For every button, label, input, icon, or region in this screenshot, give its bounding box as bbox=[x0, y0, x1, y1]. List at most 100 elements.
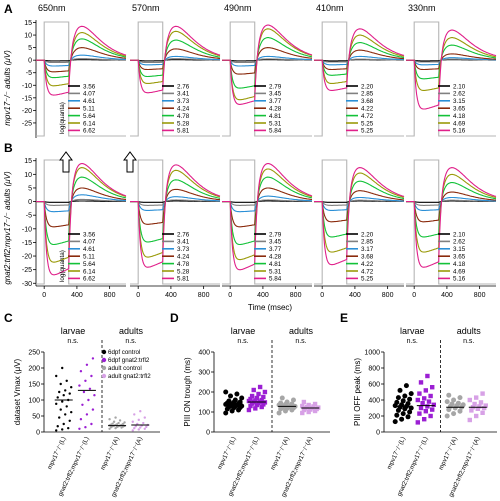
trace-line bbox=[406, 37, 497, 91]
y-tick-label: 400 bbox=[198, 350, 210, 357]
data-point bbox=[142, 421, 145, 425]
legend-marker bbox=[101, 365, 107, 371]
legend-label: 4.72 bbox=[361, 268, 374, 275]
trace-line bbox=[314, 58, 404, 63]
data-point bbox=[449, 401, 455, 407]
y-tick-label: 5 bbox=[28, 185, 32, 192]
data-point bbox=[428, 393, 433, 399]
legend-marker bbox=[101, 349, 107, 355]
data-point bbox=[417, 391, 422, 396]
data-point bbox=[55, 429, 58, 432]
x-tick-label: 400 bbox=[165, 292, 177, 299]
data-point bbox=[56, 425, 59, 428]
data-point bbox=[134, 425, 137, 428]
trace-line bbox=[406, 199, 496, 206]
legend-label: 4.61 bbox=[83, 98, 96, 105]
trace-line bbox=[222, 47, 313, 75]
y-tick-label: 400 bbox=[368, 398, 380, 405]
legend-label: 4.61 bbox=[83, 246, 96, 253]
data-point bbox=[133, 426, 136, 430]
legend-label: adult control bbox=[108, 365, 142, 372]
x-category-label: mpv17⁻/⁻(A) bbox=[269, 436, 290, 471]
legend-label: 5.31 bbox=[269, 120, 282, 127]
trace-line bbox=[130, 39, 221, 78]
data-point bbox=[81, 403, 84, 406]
data-point bbox=[306, 409, 311, 415]
data-point bbox=[431, 402, 437, 407]
trace-line bbox=[36, 200, 126, 203]
data-point bbox=[58, 390, 61, 394]
trace-line bbox=[314, 172, 405, 253]
data-point bbox=[257, 384, 263, 390]
trace-line bbox=[222, 55, 312, 67]
legend-label: 4.81 bbox=[269, 261, 282, 268]
legend-label: 4.18 bbox=[453, 113, 466, 120]
data-point bbox=[131, 420, 134, 423]
trace-line bbox=[406, 182, 497, 238]
stimulus-trace bbox=[314, 159, 404, 285]
legend-label: 3.15 bbox=[453, 98, 466, 105]
y-axis-label: PIII OFF peak (ms) bbox=[353, 358, 362, 426]
y-tick-label: 15 bbox=[24, 20, 32, 27]
data-point bbox=[84, 426, 87, 429]
data-point bbox=[254, 395, 260, 401]
wavelength-label: 490nm bbox=[224, 3, 252, 13]
legend-label: 5.16 bbox=[453, 276, 466, 283]
trace-line bbox=[130, 30, 221, 84]
trace-line bbox=[222, 28, 313, 101]
legend-label: 5.28 bbox=[177, 268, 190, 275]
legend-label: 5.25 bbox=[361, 120, 374, 127]
legend-label: 2.10 bbox=[453, 231, 466, 238]
data-point bbox=[423, 409, 429, 414]
data-point bbox=[415, 397, 421, 403]
legend-label: 2.79 bbox=[269, 231, 282, 238]
y-tick-label: -15 bbox=[22, 240, 32, 247]
data-point bbox=[278, 400, 284, 406]
data-point bbox=[480, 410, 485, 415]
x-tick-label: 0 bbox=[320, 292, 324, 299]
data-point bbox=[137, 418, 140, 422]
data-point bbox=[451, 411, 457, 417]
group-header-adults: adults bbox=[119, 326, 144, 336]
legend-label: 5.25 bbox=[361, 276, 374, 283]
data-point bbox=[108, 418, 111, 421]
trace-line bbox=[36, 163, 127, 276]
x-tick-label: 400 bbox=[441, 292, 453, 299]
legend-label: 4.28 bbox=[269, 254, 282, 261]
row-b-ylabel: gnat2:trfl2;mpv17⁻/⁻ adults (μV) bbox=[3, 171, 12, 285]
y-tick-label: -15 bbox=[22, 95, 32, 102]
y-tick-label: 10 bbox=[24, 33, 32, 40]
y-tick-label: 50 bbox=[32, 414, 40, 421]
data-point bbox=[425, 373, 430, 379]
data-point bbox=[399, 416, 405, 422]
legend-label: 6.14 bbox=[83, 120, 96, 127]
data-point bbox=[451, 397, 457, 403]
stimulus-trace bbox=[314, 21, 404, 137]
data-point bbox=[306, 402, 311, 408]
data-point bbox=[121, 422, 125, 426]
data-point bbox=[290, 397, 296, 403]
legend-label: 3.41 bbox=[177, 91, 190, 98]
y-tick-label: -5 bbox=[26, 213, 32, 220]
trace-line bbox=[222, 58, 312, 64]
data-point bbox=[259, 397, 264, 403]
trace-line bbox=[222, 163, 313, 271]
data-point bbox=[91, 408, 95, 411]
data-point bbox=[78, 427, 81, 430]
data-point bbox=[223, 389, 229, 395]
data-point bbox=[422, 417, 427, 422]
legend-label: 5.28 bbox=[177, 120, 190, 127]
x-tick-label: 400 bbox=[349, 292, 361, 299]
trace-line bbox=[130, 164, 221, 268]
legend-label: 6dpf gnat2:trfl2 bbox=[108, 357, 150, 364]
legend-title: log(quanta) bbox=[59, 102, 66, 134]
data-point bbox=[457, 395, 463, 401]
y-tick-label: 200 bbox=[368, 414, 380, 421]
y-tick-label: 0 bbox=[206, 430, 210, 437]
trace-line bbox=[406, 167, 497, 268]
arrow-icon bbox=[59, 151, 73, 173]
x-tick-label: 0 bbox=[136, 292, 140, 299]
data-point bbox=[143, 416, 146, 419]
y-tick-label: 800 bbox=[368, 366, 380, 373]
trace-line bbox=[314, 34, 405, 84]
